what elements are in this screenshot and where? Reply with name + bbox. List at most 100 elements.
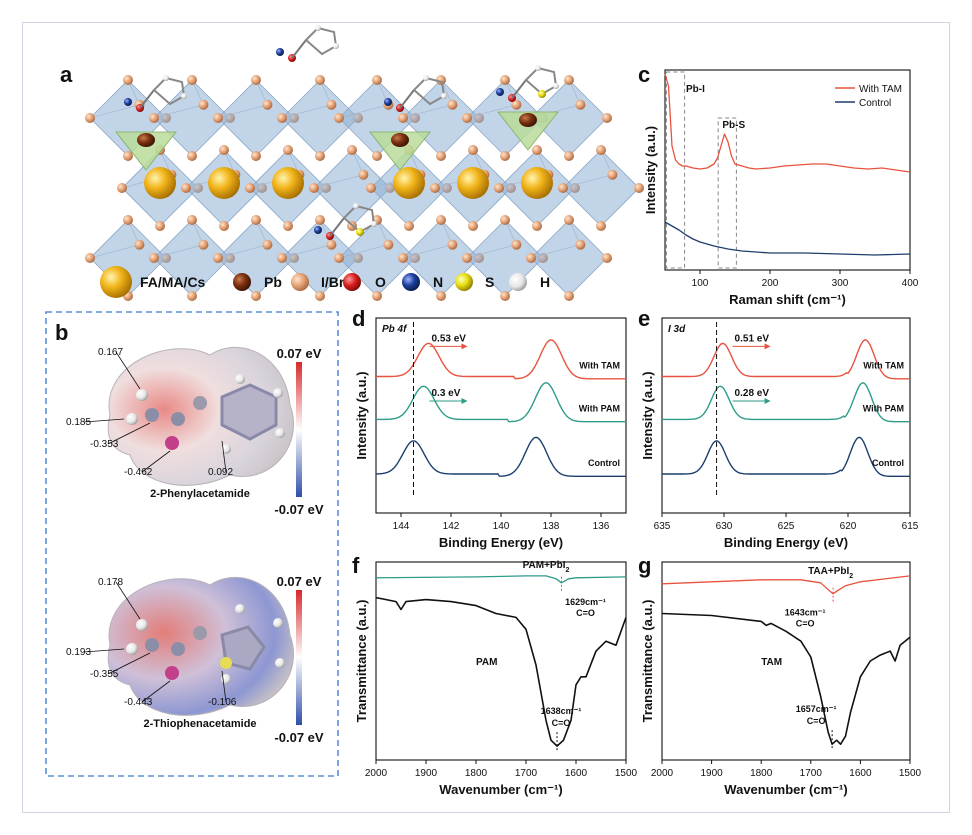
x-tick-label: 620 — [840, 521, 857, 532]
halide-atom — [134, 239, 145, 250]
halide-atom — [500, 151, 510, 161]
halide-atom — [366, 183, 376, 193]
halide-atom — [347, 145, 357, 155]
peak-sub-label: C=O — [552, 718, 571, 728]
halide-atom — [575, 239, 586, 250]
scale-max-label: 0.07 eV — [277, 346, 322, 361]
x-tick-label: 138 — [543, 521, 560, 532]
charge-arrow — [107, 422, 151, 445]
chart-e: e 635 630 625 620 615 Binding Energy (eV) Inten… — [638, 306, 919, 550]
legend-label: S — [485, 274, 494, 290]
halide-atom — [149, 253, 159, 263]
hydrogen-atom — [275, 658, 285, 668]
panel-letter-e: e — [638, 306, 650, 331]
series-with-tam — [662, 339, 910, 380]
figure-frame — [22, 22, 950, 813]
halide-atom — [494, 183, 504, 193]
bond — [139, 89, 155, 109]
x-tick-label: 1500 — [615, 768, 638, 779]
halide-atom — [596, 145, 606, 155]
halide-atom — [436, 75, 446, 85]
charge-label: -0.462 — [124, 467, 153, 478]
panel-b: b 0.167 0.185 -0.353 -0.462 0.092 2-Phenylacet… — [55, 320, 324, 745]
halide-atom — [532, 145, 542, 155]
x-tick-label: 2000 — [365, 768, 388, 779]
series-pure-label: PAM — [476, 657, 497, 668]
pbx6-octahedron-edge — [562, 174, 613, 189]
charge-arrow — [83, 418, 125, 423]
halide-atom — [251, 75, 261, 85]
halide-atom — [123, 215, 133, 225]
hydrogen-atom — [535, 65, 541, 71]
passivated-octahedron — [115, 131, 177, 171]
charge-arrow — [115, 581, 141, 620]
charge-arrow — [83, 648, 125, 653]
nitrogen-atom — [314, 226, 322, 234]
a-site-cation — [457, 167, 489, 199]
scale-min-label: -0.07 eV — [274, 502, 323, 517]
charge-arrow — [141, 680, 171, 703]
halide-atom — [358, 169, 369, 180]
halide-atom — [187, 215, 197, 225]
x-axis-title: Wavenumber (cm⁻¹) — [724, 782, 847, 797]
pb-i-box — [665, 71, 686, 269]
hydrogen-atom — [126, 413, 138, 425]
halide-atom — [334, 253, 344, 263]
chart-g: g 2000 1900 1800 1700 1600 1500 Wavenumber (cm⁻… — [638, 553, 922, 797]
series-complex-label: TAA+PbI2 — [808, 566, 853, 580]
panel-letter-a: a — [60, 62, 73, 87]
nitrogen-atom — [384, 98, 392, 106]
halide-atom — [564, 215, 574, 225]
scale-min-label: -0.07 eV — [274, 730, 323, 745]
shift-label: 0.28 eV — [735, 388, 770, 399]
x-tick-label: 635 — [654, 521, 671, 532]
charge-label: 0.092 — [208, 467, 233, 478]
x-tick-label: 142 — [443, 521, 460, 532]
a-site-cation — [144, 167, 176, 199]
halide-atom — [602, 253, 612, 263]
halide-atom — [404, 221, 414, 231]
panel-letter-d: d — [352, 306, 365, 331]
halide-atom — [277, 253, 287, 263]
series-complex — [661, 575, 911, 595]
peak-sub-label: C=O — [796, 619, 815, 629]
pbx6-octahedron-edge — [217, 244, 268, 259]
series-complex-label-sub: 2 — [565, 566, 569, 573]
legend-sphere-gold-icon — [100, 266, 132, 298]
oxygen-atom — [165, 666, 179, 680]
pbx6-octahedron-edge — [466, 104, 517, 119]
halide-atom — [155, 221, 165, 231]
halide-atom — [526, 253, 536, 263]
bond — [329, 217, 345, 237]
legend-label: FA/MA/Cs — [140, 274, 206, 290]
halide-atom — [245, 183, 255, 193]
halide-atom — [447, 239, 458, 250]
x-tick-label: 144 — [393, 521, 410, 532]
halide-atom — [334, 113, 344, 123]
panel-letter-c: c — [638, 62, 650, 87]
halide-atom — [309, 183, 319, 193]
pbx6-octahedron-edge — [281, 244, 332, 259]
x-tick-label: 2000 — [651, 768, 674, 779]
legend-sphere-blue-icon — [402, 273, 420, 291]
carbon-atom — [171, 642, 185, 656]
y-axis-title: Intensity (a.u.) — [643, 126, 658, 214]
series-control — [664, 221, 911, 256]
x-axis-title: Raman shift (cm⁻¹) — [729, 292, 846, 307]
legend-label: Control — [859, 98, 891, 109]
halide-atom — [213, 113, 223, 123]
pbx6-octahedron-edge — [89, 104, 140, 119]
halide-atom — [383, 239, 394, 250]
series-pure-label: TAM — [761, 657, 782, 668]
pb-s-box — [717, 117, 737, 269]
halide-atom — [262, 99, 273, 110]
plot-area — [661, 561, 911, 761]
shift-label: 0.3 eV — [432, 388, 461, 399]
carbon-atom — [193, 626, 207, 640]
series-complex-label-sub: 2 — [849, 572, 853, 579]
hydrogen-atom — [235, 374, 245, 384]
shift-arrowhead — [461, 343, 468, 350]
carbon-atom — [193, 396, 207, 410]
panel-letter-f: f — [352, 553, 360, 578]
